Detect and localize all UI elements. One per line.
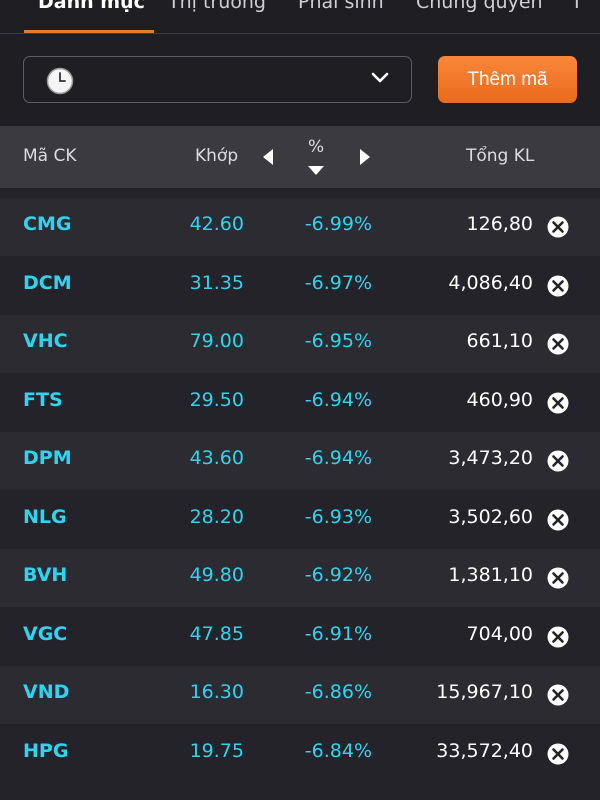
table-row[interactable]: CMG 42.60 -6.99% 126,80 [0,198,600,256]
symbol-cell: NLG [23,505,67,528]
active-tab-indicator [24,30,154,33]
symbol-cell: CMG [23,213,72,235]
price-cell: 31.35 [189,271,244,294]
change-percent-cell: -6.94% [304,447,372,469]
price-cell: 79.00 [189,330,244,352]
tab-more[interactable]: T [571,0,583,13]
table-row[interactable]: VND 16.30 -6.86% 15,967,10 [0,666,600,724]
price-cell: 49.80 [189,564,244,586]
symbol-cell: VGC [23,622,68,645]
remove-icon[interactable] [547,216,569,238]
symbol-cell: VHC [23,330,68,352]
change-percent-cell: -6.97% [304,271,372,294]
remove-icon[interactable] [547,626,569,648]
change-percent-cell: -6.91% [304,622,372,645]
tab-thi-truong[interactable]: Thị trường [168,0,266,13]
change-percent-cell: -6.86% [304,681,372,703]
tab-chung-quyen[interactable]: Chứng quyền [416,0,543,13]
sort-desc-icon[interactable] [308,166,324,175]
symbol-cell: HPG [23,739,69,762]
next-column-icon[interactable] [360,149,370,165]
tab-danh-muc[interactable]: Danh mục [38,0,145,13]
volume-cell: 33,572,40 [436,739,533,762]
remove-icon[interactable] [547,743,569,765]
volume-cell: 4,086,40 [448,271,533,294]
remove-icon[interactable] [547,275,569,297]
price-cell: 28.20 [189,505,244,528]
symbol-cell: BVH [23,564,68,586]
table-row[interactable]: NLG 28.20 -6.93% 3,502,60 [0,490,600,549]
add-symbol-button[interactable]: Thêm mã [438,56,577,103]
table-header: Mã CK Khớp % Tổng KL [0,126,600,188]
change-percent-cell: -6.95% [304,330,372,352]
table-row[interactable]: DCM 31.35 -6.97% 4,086,40 [0,256,600,315]
change-percent-cell: -6.84% [304,739,372,762]
volume-cell: 126,80 [466,213,533,235]
price-cell: 47.85 [189,622,244,645]
price-cell: 29.50 [189,388,244,411]
table-row[interactable]: VGC 47.85 -6.91% 704,00 [0,607,600,666]
table-row[interactable]: VHC 79.00 -6.95% 661,10 [0,315,600,373]
header-total-volume[interactable]: Tổng KL [466,146,535,166]
remove-icon[interactable] [547,333,569,355]
header-percent[interactable]: % [308,137,325,157]
volume-cell: 460,90 [466,388,533,411]
prev-column-icon[interactable] [263,149,273,165]
watchlist-select[interactable] [23,56,412,103]
table-row[interactable]: DPM 43.60 -6.94% 3,473,20 [0,432,600,490]
price-cell: 19.75 [189,739,244,762]
remove-icon[interactable] [547,567,569,589]
price-cell: 43.60 [189,447,244,469]
header-symbol[interactable]: Mã CK [23,146,77,166]
clock-icon [46,67,74,95]
volume-cell: 661,10 [466,330,533,352]
volume-cell: 15,967,10 [436,681,533,703]
volume-cell: 3,473,20 [448,447,533,469]
symbol-cell: FTS [23,388,63,411]
remove-icon[interactable] [547,450,569,472]
table-row[interactable]: HPG 19.75 -6.84% 33,572,40 [0,724,600,783]
change-percent-cell: -6.94% [304,388,372,411]
change-percent-cell: -6.99% [304,213,372,235]
top-tab-bar: Danh mục Thị trường Phái sinh Chứng quyề… [0,0,600,34]
watchlist-filter-bar: Thêm mã [0,34,600,126]
price-cell: 42.60 [189,213,244,235]
volume-cell: 704,00 [466,622,533,645]
remove-icon[interactable] [547,684,569,706]
volume-cell: 1,381,10 [448,564,533,586]
volume-cell: 3,502,60 [448,505,533,528]
tab-phai-sinh[interactable]: Phái sinh [298,0,384,13]
change-percent-cell: -6.92% [304,564,372,586]
symbol-cell: VND [23,681,70,703]
header-match[interactable]: Khớp [195,146,239,166]
remove-icon[interactable] [547,509,569,531]
symbol-cell: DPM [23,447,72,469]
remove-icon[interactable] [547,392,569,414]
table-row[interactable]: FTS 29.50 -6.94% 460,90 [0,373,600,432]
change-percent-cell: -6.93% [304,505,372,528]
symbol-cell: DCM [23,271,72,294]
table-row[interactable]: BVH 49.80 -6.92% 1,381,10 [0,549,600,607]
chevron-down-icon [371,72,389,83]
price-cell: 16.30 [189,681,244,703]
